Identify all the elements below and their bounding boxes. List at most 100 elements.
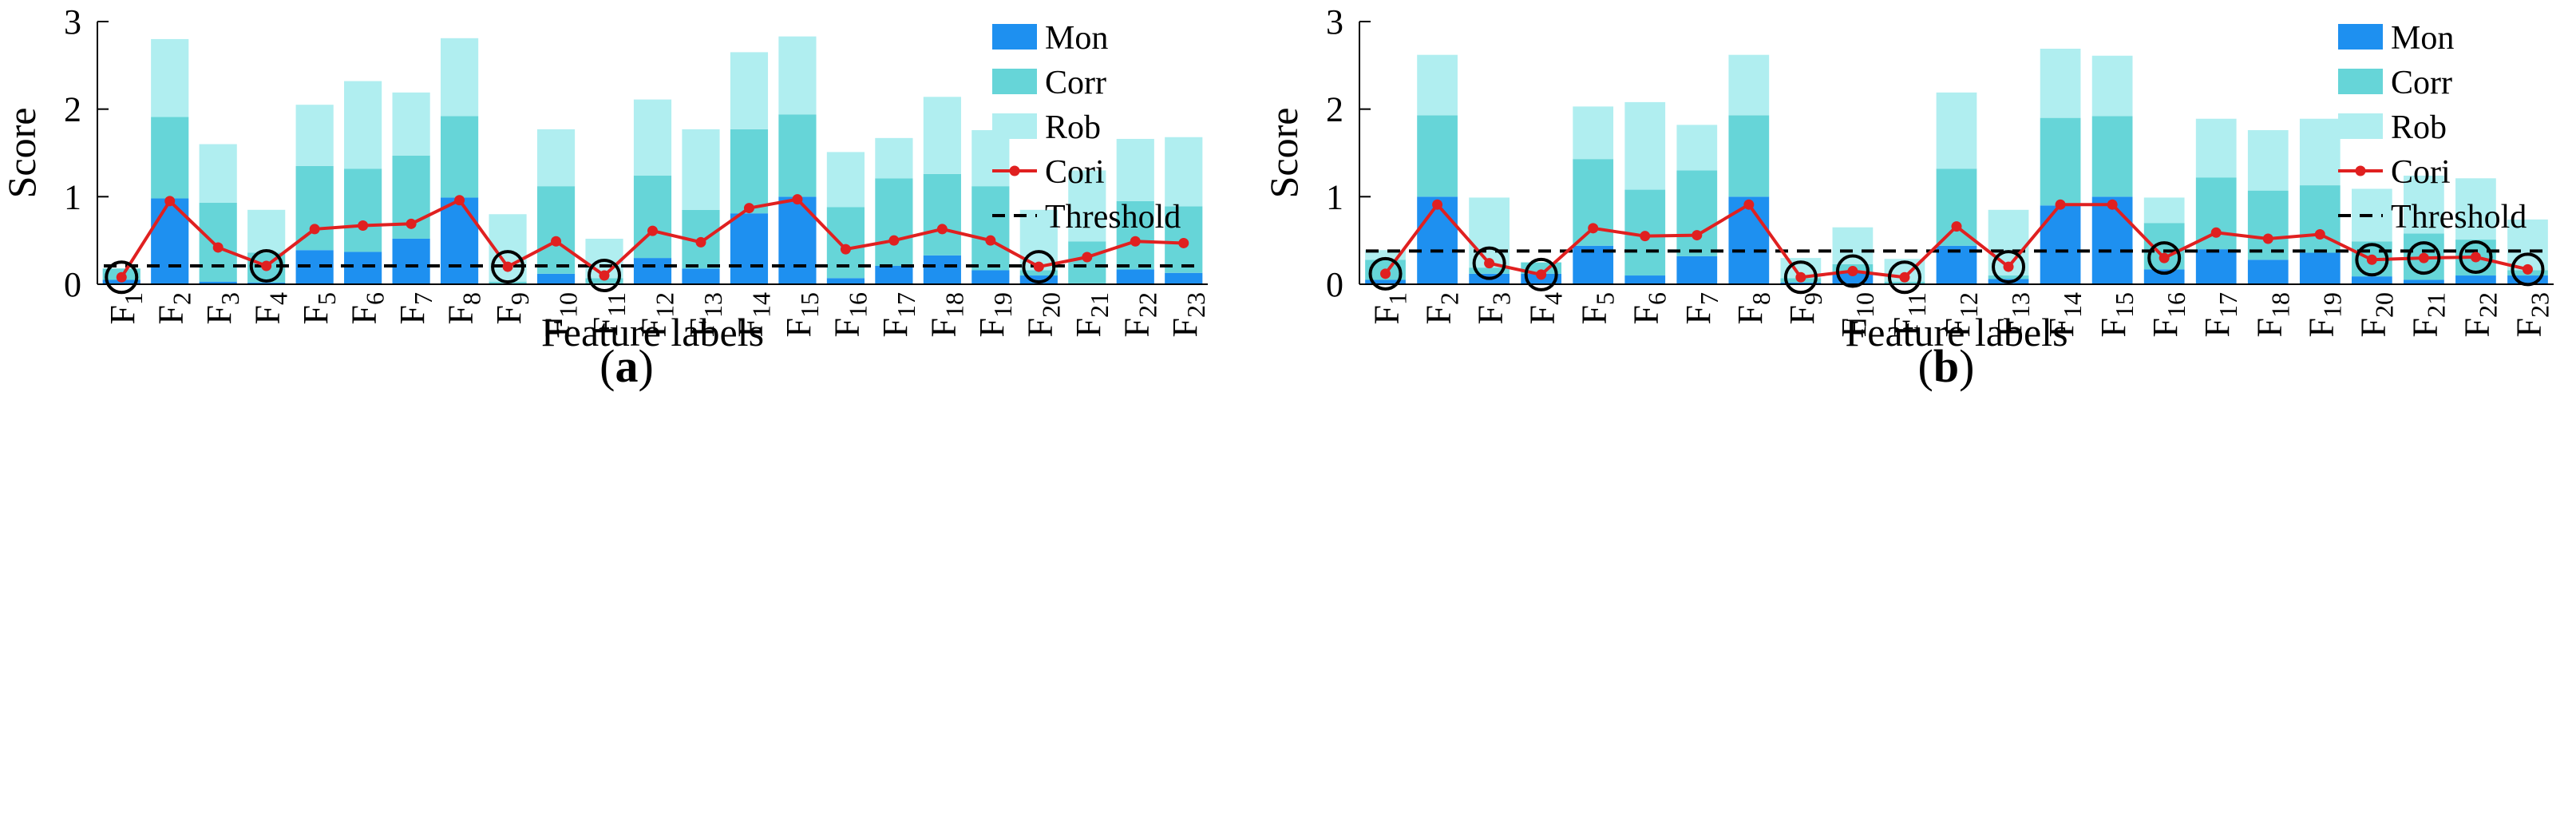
legend-label-threshold: Threshold [2391,199,2527,236]
selected-circle-f3 [1472,246,1506,280]
x-tick-label: F7 [1679,292,1723,324]
cori-point-f5 [309,224,320,235]
cori-point-f19 [2314,228,2325,240]
bar-rob-f13 [682,129,720,210]
bar-rob-f5 [1573,106,1614,160]
cori-point-f4 [261,260,272,271]
legend-swatch-rob [2338,113,2383,139]
selected-circle-f11 [1887,260,1921,295]
x-tick-label: F17 [2198,292,2242,337]
cori-point-f7 [406,218,417,229]
legend-swatch-corr [2338,69,2383,94]
bar-rob-f21 [2404,176,2444,234]
bar-corr-f3 [1469,267,1510,274]
bar-mon-f22 [1116,269,1154,284]
bar-rob-f22 [2455,178,2496,240]
bar-mon-f16 [826,278,865,284]
bar-rob-f14 [730,52,769,129]
cori-point-f11 [599,270,610,281]
x-tick-label: F13 [683,292,727,337]
bar-rob-f15 [778,36,817,115]
bar-mon-f17 [2195,249,2237,284]
cori-point-f20 [2366,254,2377,265]
bar-corr-f7 [1676,170,1718,256]
panel-label: (b) [1918,340,1975,392]
selected-circle-f1 [1368,256,1403,291]
x-tick-label: F4 [248,292,293,324]
y-tick-label: 0 [64,265,81,304]
selected-circle-f1 [105,260,139,295]
cori-point-f13 [2003,261,2014,272]
bar-rob-f8 [441,38,479,117]
selected-circle-f9 [491,250,525,284]
bar-corr-f21 [1068,241,1106,283]
x-tick-label: F11 [586,292,631,336]
x-tick-label: F12 [1938,292,1983,337]
x-tick-label: F8 [1731,292,1775,324]
bar-corr-f2 [151,117,189,199]
bar-rob-f16 [2143,197,2185,224]
selected-circle-f21 [2407,241,2441,275]
cori-point-f21 [1082,252,1093,263]
cori-point-f18 [936,224,948,235]
bar-mon-f9 [1780,282,1822,284]
bar-rob-f19 [971,129,1010,187]
bar-mon-f14 [2040,205,2081,284]
bar-corr-f22 [1116,200,1154,270]
bar-rob-f14 [2040,48,2081,118]
cori-point-f5 [1588,223,1599,234]
bar-mon-f14 [730,213,769,284]
bar-mon-f3 [199,281,237,284]
y-axis-label: Score [0,108,44,199]
bar-rob-f17 [875,137,913,179]
bar-corr-f19 [971,186,1010,271]
bar-mon-f1 [1365,279,1406,284]
y-tick-label: 0 [1326,265,1343,304]
y-tick-label: 3 [64,2,81,42]
cori-point-f3 [212,242,224,253]
x-axis-label: Feature labels [1845,310,2068,355]
selected-circle-f4 [1524,257,1558,291]
x-tick-label: F22 [1117,292,1161,337]
x-tick-label: F16 [827,292,872,337]
x-tick-label: F3 [1471,292,1516,324]
bar-rob-f10 [1832,227,1874,264]
y-tick-label: 1 [64,177,81,216]
cori-point-f9 [1795,271,1806,283]
x-tick-label: F15 [2094,292,2139,337]
x-tick-label: F9 [1783,292,1827,324]
y-axis-label: Score [1261,108,1306,199]
bar-rob-f17 [2195,118,2237,178]
selected-circle-f20 [2355,243,2389,277]
y-tick-label: 2 [1326,90,1343,129]
x-tick-label: F20 [1020,292,1065,337]
x-tick-label: F23 [2509,292,2554,337]
cori-point-f2 [164,196,176,207]
x-tick-label: F1 [1367,292,1412,324]
bar-mon-f23 [2507,275,2548,284]
bar-rob-f4 [247,209,286,253]
x-tick-label: F5 [296,292,341,324]
bar-mon-f19 [2299,252,2341,284]
x-tick-label: F2 [152,292,196,324]
x-tick-label: F21 [1069,292,1114,337]
bar-corr-f11 [1884,281,1925,283]
x-tick-label: F23 [1165,292,1210,337]
cori-point-f8 [1743,199,1755,210]
cori-point-f1 [116,271,127,283]
cori-point-f2 [1432,199,1443,210]
bar-mon-f21 [2404,279,2444,284]
x-tick-label: F7 [393,292,437,324]
cori-point-f22 [2470,252,2481,263]
bar-mon-f18 [2247,259,2289,284]
selected-circle-f13 [1992,250,2026,284]
bar-corr-f13 [1988,275,2029,279]
bar-corr-f14 [2040,117,2081,206]
bar-rob-f7 [392,92,430,156]
cori-point-f20 [1033,261,1044,272]
bar-corr-f20 [1019,270,1058,276]
legend-swatch-corr [992,69,1037,94]
bar-mon-f15 [778,196,817,284]
cori-point-f12 [1951,221,1962,232]
